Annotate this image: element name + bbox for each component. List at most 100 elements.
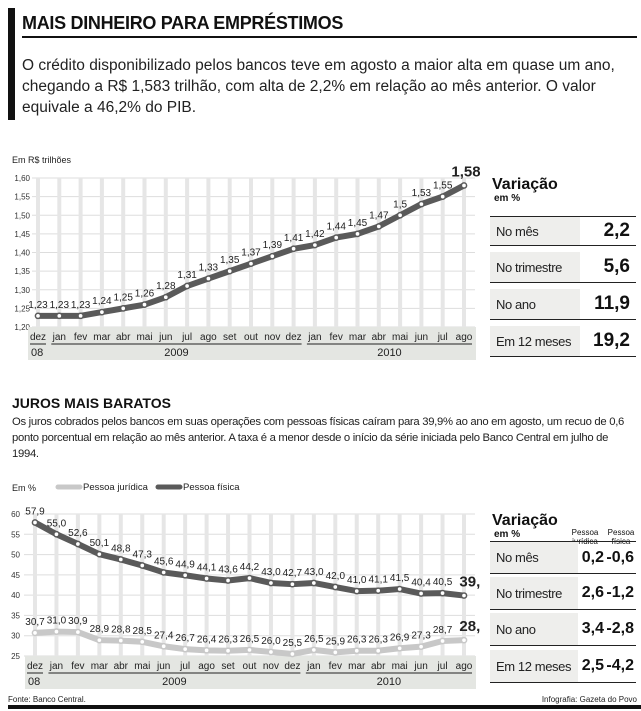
section2-text: Os juros cobrados pelos bancos em suas o… (12, 416, 625, 460)
x-tick-label: mar (91, 661, 109, 672)
year-label: 08 (31, 347, 43, 359)
data-point (181, 645, 189, 653)
x-tick-label: ago (456, 661, 473, 672)
data-point (224, 647, 232, 655)
table1-row: No mês 2,2 (490, 216, 636, 246)
pj-value: 0,2 (581, 548, 604, 566)
y-tick-label: 1,50 (14, 211, 30, 220)
data-label: 26,9 (390, 632, 410, 643)
data-point (289, 650, 296, 658)
data-point (396, 585, 403, 593)
data-point (96, 636, 103, 644)
pf-value: -0,6 (606, 548, 634, 566)
x-tick-label: set (223, 332, 237, 343)
data-point (354, 230, 361, 238)
x-tick-label: fev (330, 332, 343, 343)
x-tick-label: jul (437, 661, 448, 672)
data-label: 41,5 (390, 573, 410, 584)
data-point (98, 308, 106, 316)
y-tick-label: 1,30 (14, 286, 30, 295)
data-point (31, 519, 39, 526)
row-value: 5,6 (603, 256, 630, 277)
bottom-rule (8, 705, 641, 709)
y-tick-label: 1,20 (14, 323, 30, 332)
data-label: 25,5 (283, 638, 303, 649)
data-point (460, 636, 468, 644)
x-tick-label: jan (49, 661, 63, 672)
data-point (141, 301, 148, 308)
data-label: 1,33 (199, 263, 219, 274)
table1-row: No trimestre 5,6 (490, 252, 636, 283)
x-tick-label: jun (156, 661, 170, 672)
data-point (289, 580, 296, 588)
x-tick-label: mar (348, 661, 366, 672)
data-label: 1,31 (177, 270, 197, 281)
data-label: 28,9 (459, 618, 480, 635)
data-point (96, 550, 103, 558)
x-tick-label: ago (200, 332, 217, 343)
y-tick-label: 1,35 (14, 267, 30, 276)
data-point (119, 305, 127, 312)
data-label: 28,7 (433, 625, 453, 636)
row-label: No mês (490, 542, 578, 573)
data-label: 1,23 (71, 300, 91, 311)
y-tick-label: 1,45 (14, 230, 30, 239)
source-note: Fonte: Banco Central. (8, 695, 86, 704)
data-label: 26,3 (218, 635, 238, 646)
year-label: 2010 (377, 347, 401, 359)
year-label: 2009 (162, 676, 186, 688)
data-label: 26,5 (304, 634, 324, 645)
row-label: No trimestre (490, 252, 580, 282)
y-tick-label: 30 (11, 632, 20, 641)
data-point (31, 629, 39, 637)
data-point (310, 579, 318, 587)
data-label: 27,4 (154, 630, 174, 641)
data-point (74, 540, 82, 548)
x-tick-label: jan (307, 332, 321, 343)
row-label: No ano (490, 289, 580, 319)
data-point (331, 648, 339, 656)
x-tick-label: fev (329, 661, 342, 672)
data-label: 1,25 (113, 292, 133, 303)
data-label: 28,8 (111, 625, 131, 636)
data-point (267, 579, 275, 587)
data-label: 1,24 (92, 296, 112, 307)
data-label: 43,0 (261, 567, 281, 578)
data-label: 43,0 (304, 567, 324, 578)
data-point (439, 637, 446, 645)
x-tick-label: abr (372, 332, 387, 343)
intro-text: O crédito disponibilizado pelos bancos t… (22, 57, 615, 116)
y-tick-label: 1,55 (14, 193, 30, 202)
data-label: 26,5 (240, 634, 260, 645)
pj-value: 2,6 (581, 584, 604, 601)
data-label: 44,9 (175, 559, 195, 570)
data-point (160, 642, 168, 650)
data-label: 44,2 (240, 562, 260, 573)
data-label: 1,58 (451, 163, 480, 180)
section2-title: JUROS MAIS BARATOS (12, 395, 171, 411)
x-tick-label: out (243, 661, 257, 672)
data-label: 30,9 (68, 616, 88, 627)
table2-title: Variação (492, 512, 558, 529)
data-point (34, 312, 42, 320)
data-label: 1,35 (220, 255, 240, 266)
data-label: 1,45 (348, 218, 368, 229)
x-tick-label: jun (158, 332, 172, 343)
x-tick-label: abr (371, 661, 386, 672)
data-point (374, 647, 382, 655)
data-label: 27,3 (411, 631, 431, 642)
data-point (439, 589, 446, 597)
data-label: 55,0 (47, 518, 67, 529)
table2-subtitle: em % (494, 529, 521, 540)
data-point (203, 646, 210, 654)
data-label: 30,7 (25, 617, 45, 628)
data-label: 40,4 (411, 578, 431, 589)
data-label: 50,1 (90, 538, 110, 549)
data-point (353, 647, 361, 655)
x-tick-label: jun (414, 332, 428, 343)
x-tick-label: fev (71, 661, 84, 672)
data-point (55, 312, 63, 320)
data-label: 1,5 (393, 199, 407, 210)
data-point (417, 590, 425, 597)
data-label: 1,42 (305, 229, 325, 240)
